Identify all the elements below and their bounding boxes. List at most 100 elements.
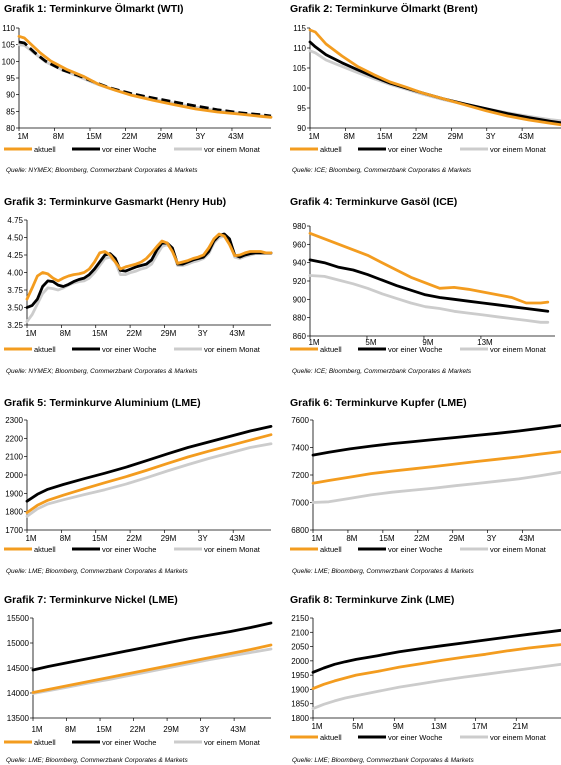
series-line-vor-einem-Monat bbox=[311, 662, 561, 710]
chart-title: Grafik 5: Terminkurve Aluminium (LME) bbox=[4, 397, 201, 409]
x-tick-label: 9M bbox=[422, 338, 433, 347]
y-tick-label: 7000 bbox=[291, 499, 309, 508]
y-tick-label: 15000 bbox=[7, 639, 30, 648]
x-tick-label: 8M bbox=[344, 132, 355, 141]
y-tick-label: 14000 bbox=[7, 689, 30, 698]
y-tick-label: 960 bbox=[293, 240, 307, 249]
y-tick-label: 95 bbox=[6, 74, 15, 83]
x-tick-label: 1M bbox=[308, 132, 319, 141]
legend-label: vor einer Woche bbox=[388, 345, 442, 354]
y-tick-label: 85 bbox=[6, 107, 15, 116]
legend-label: aktuell bbox=[34, 545, 56, 554]
chart-legend: aktuell vor einer Woche vor einem Monat bbox=[290, 733, 547, 742]
x-tick-label: 22M bbox=[122, 132, 138, 141]
x-tick-label: 29M bbox=[161, 329, 177, 338]
x-tick-label: 8M bbox=[65, 725, 76, 734]
y-tick-label: 80 bbox=[6, 124, 15, 133]
y-tick-label: 4.00 bbox=[7, 269, 23, 278]
y-tick-label: 4.75 bbox=[7, 216, 23, 225]
x-tick-label: 1M bbox=[25, 329, 36, 338]
y-tick-label: 3.50 bbox=[7, 304, 23, 313]
x-tick-label: 8M bbox=[60, 534, 71, 543]
y-tick-label: 900 bbox=[293, 295, 307, 304]
legend-label: vor einer Woche bbox=[102, 345, 156, 354]
chart-title-main: Terminkurve Aluminium (LME) bbox=[50, 397, 201, 409]
chart-title-main: Terminkurve Gasöl (ICE) bbox=[336, 196, 458, 208]
y-tick-label: 90 bbox=[297, 124, 306, 133]
y-tick-label: 4.25 bbox=[7, 251, 23, 260]
y-tick-label: 110 bbox=[293, 44, 306, 53]
chart-legend: aktuell vor einer Woche vor einem Monat bbox=[4, 345, 261, 354]
y-tick-label: 13500 bbox=[7, 714, 30, 723]
series-line-aktuell bbox=[17, 34, 273, 119]
series-line-aktuell bbox=[25, 433, 273, 514]
x-tick-label: 22M bbox=[414, 534, 430, 543]
y-tick-label: 105 bbox=[293, 64, 307, 73]
series-line-vor-einer-Woche bbox=[25, 425, 273, 503]
x-tick-label: 13M bbox=[431, 722, 447, 731]
series-line-vor-einem-Monat bbox=[308, 274, 550, 324]
y-tick-label: 7200 bbox=[291, 471, 309, 480]
chart-title-prefix: Grafik 5: bbox=[4, 397, 50, 409]
legend-label: vor einer Woche bbox=[102, 738, 156, 747]
x-tick-label: 29M bbox=[163, 725, 179, 734]
legend-label: vor einem Monat bbox=[490, 545, 547, 554]
chart-panel-3: Grafik 3: Terminkurve Gasmarkt (Henry Hu… bbox=[4, 196, 273, 375]
x-tick-label: 5M bbox=[352, 722, 363, 731]
chart-source: Quelle: LME; Bloomberg, Commerzbank Corp… bbox=[292, 757, 474, 764]
y-tick-label: 115 bbox=[293, 24, 306, 33]
legend-label: aktuell bbox=[320, 345, 342, 354]
legend-label: vor einer Woche bbox=[388, 545, 442, 554]
y-tick-label: 4.50 bbox=[7, 234, 23, 243]
chart-title: Grafik 4: Terminkurve Gasöl (ICE) bbox=[290, 196, 457, 208]
x-tick-label: 43M bbox=[229, 329, 245, 338]
chart-title-prefix: Grafik 2: bbox=[290, 3, 336, 15]
series-line-vor-einer-Woche bbox=[311, 628, 561, 674]
chart-panel-5: Grafik 5: Terminkurve Aluminium (LME) 170… bbox=[4, 397, 273, 575]
y-tick-label: 105 bbox=[2, 41, 16, 50]
x-tick-label: 15M bbox=[92, 329, 108, 338]
x-tick-label: 1M bbox=[311, 722, 322, 731]
chart-source: Quelle: ICE; Bloomberg, Commerzbank Corp… bbox=[292, 167, 472, 174]
chart-source: Quelle: NYMEX; Bloomberg, Commerzbank Co… bbox=[6, 167, 198, 174]
legend-label: vor einem Monat bbox=[490, 145, 547, 154]
y-tick-label: 14500 bbox=[7, 664, 30, 673]
series-line-vor-einem-Monat bbox=[311, 470, 561, 504]
x-tick-label: 1M bbox=[311, 534, 322, 543]
chart-source: Quelle: ICE; Bloomberg, Commerzbank Corp… bbox=[292, 368, 472, 375]
y-tick-label: 920 bbox=[293, 277, 307, 286]
x-tick-label: 29M bbox=[157, 132, 173, 141]
x-tick-label: 8M bbox=[60, 329, 71, 338]
x-tick-label: 15M bbox=[92, 534, 108, 543]
legend-label: vor einer Woche bbox=[388, 733, 442, 742]
chart-title: Grafik 6: Terminkurve Kupfer (LME) bbox=[290, 397, 467, 409]
chart-legend: aktuell vor einer Woche vor einem Monat bbox=[290, 345, 547, 354]
legend-label: aktuell bbox=[320, 545, 342, 554]
legend-label: vor einem Monat bbox=[204, 145, 261, 154]
y-tick-label: 2300 bbox=[5, 416, 23, 425]
y-tick-label: 1800 bbox=[5, 508, 23, 517]
y-tick-label: 880 bbox=[293, 314, 307, 323]
chart-title: Grafik 8: Terminkurve Zink (LME) bbox=[290, 594, 454, 606]
y-tick-label: 2100 bbox=[5, 453, 23, 462]
x-tick-label: 43M bbox=[228, 132, 244, 141]
x-tick-label: 9M bbox=[393, 722, 404, 731]
x-tick-label: 15M bbox=[379, 534, 395, 543]
series-line-vor-einer-Woche bbox=[308, 258, 550, 313]
x-tick-label: 22M bbox=[126, 329, 142, 338]
x-tick-label: 3Y bbox=[198, 534, 208, 543]
x-tick-label: 3Y bbox=[196, 132, 206, 141]
chart-title-prefix: Grafik 1: bbox=[4, 3, 50, 15]
chart-source: Quelle: NYMEX; Bloomberg, Commerzbank Co… bbox=[6, 368, 198, 375]
chart-title-main: Terminkurve Gasmarkt (Henry Hub) bbox=[50, 196, 227, 208]
x-tick-label: 15M bbox=[86, 132, 102, 141]
series-line-vor-einem-Monat bbox=[31, 647, 273, 695]
chart-source: Quelle: LME; Bloomberg, Commerzbank Corp… bbox=[292, 568, 474, 575]
series-line-vor-einem-Monat bbox=[17, 43, 273, 119]
legend-label: aktuell bbox=[34, 145, 56, 154]
y-tick-label: 3.75 bbox=[7, 286, 23, 295]
series-line-vor-einer-Woche bbox=[31, 621, 273, 672]
x-tick-label: 17M bbox=[472, 722, 488, 731]
x-tick-label: 1M bbox=[308, 338, 319, 347]
legend-label: aktuell bbox=[34, 345, 56, 354]
